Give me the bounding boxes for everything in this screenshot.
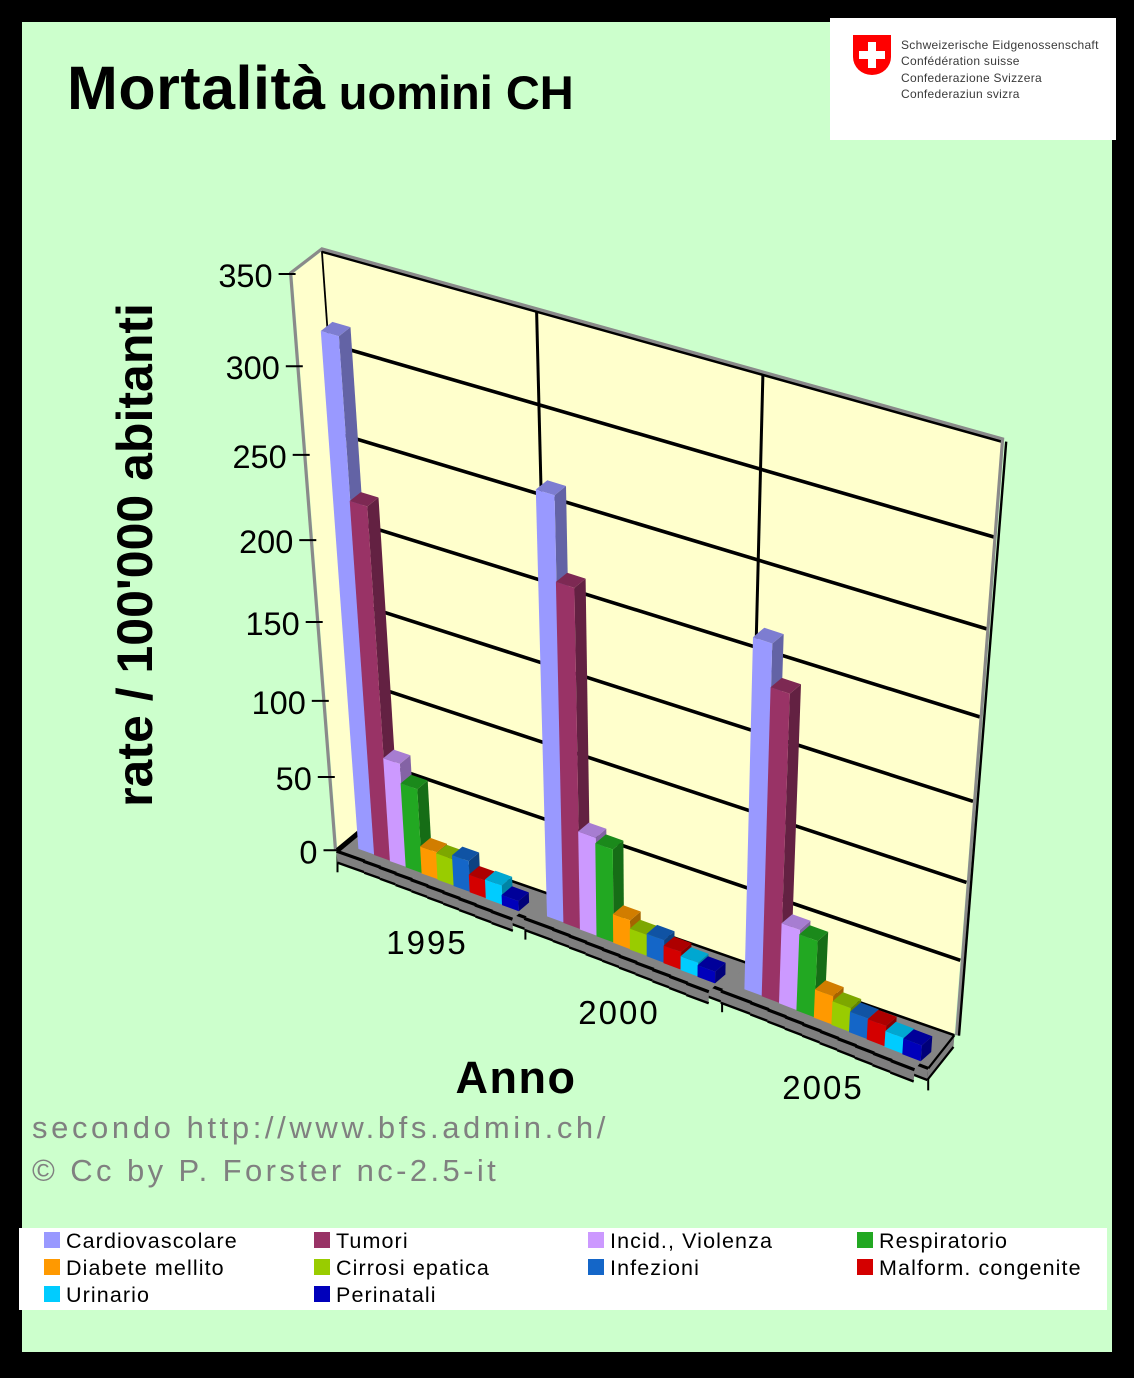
svg-text:50: 50 xyxy=(276,761,312,797)
svg-text:350: 350 xyxy=(218,258,272,294)
svg-text:2000: 2000 xyxy=(578,994,659,1031)
svg-text:200: 200 xyxy=(239,524,293,560)
svg-text:250: 250 xyxy=(232,439,286,475)
svg-text:2005: 2005 xyxy=(782,1069,863,1106)
svg-text:1995: 1995 xyxy=(386,924,467,961)
svg-text:100: 100 xyxy=(252,685,306,721)
svg-text:0: 0 xyxy=(299,834,317,870)
svg-text:300: 300 xyxy=(226,350,280,386)
svg-text:150: 150 xyxy=(245,606,299,642)
